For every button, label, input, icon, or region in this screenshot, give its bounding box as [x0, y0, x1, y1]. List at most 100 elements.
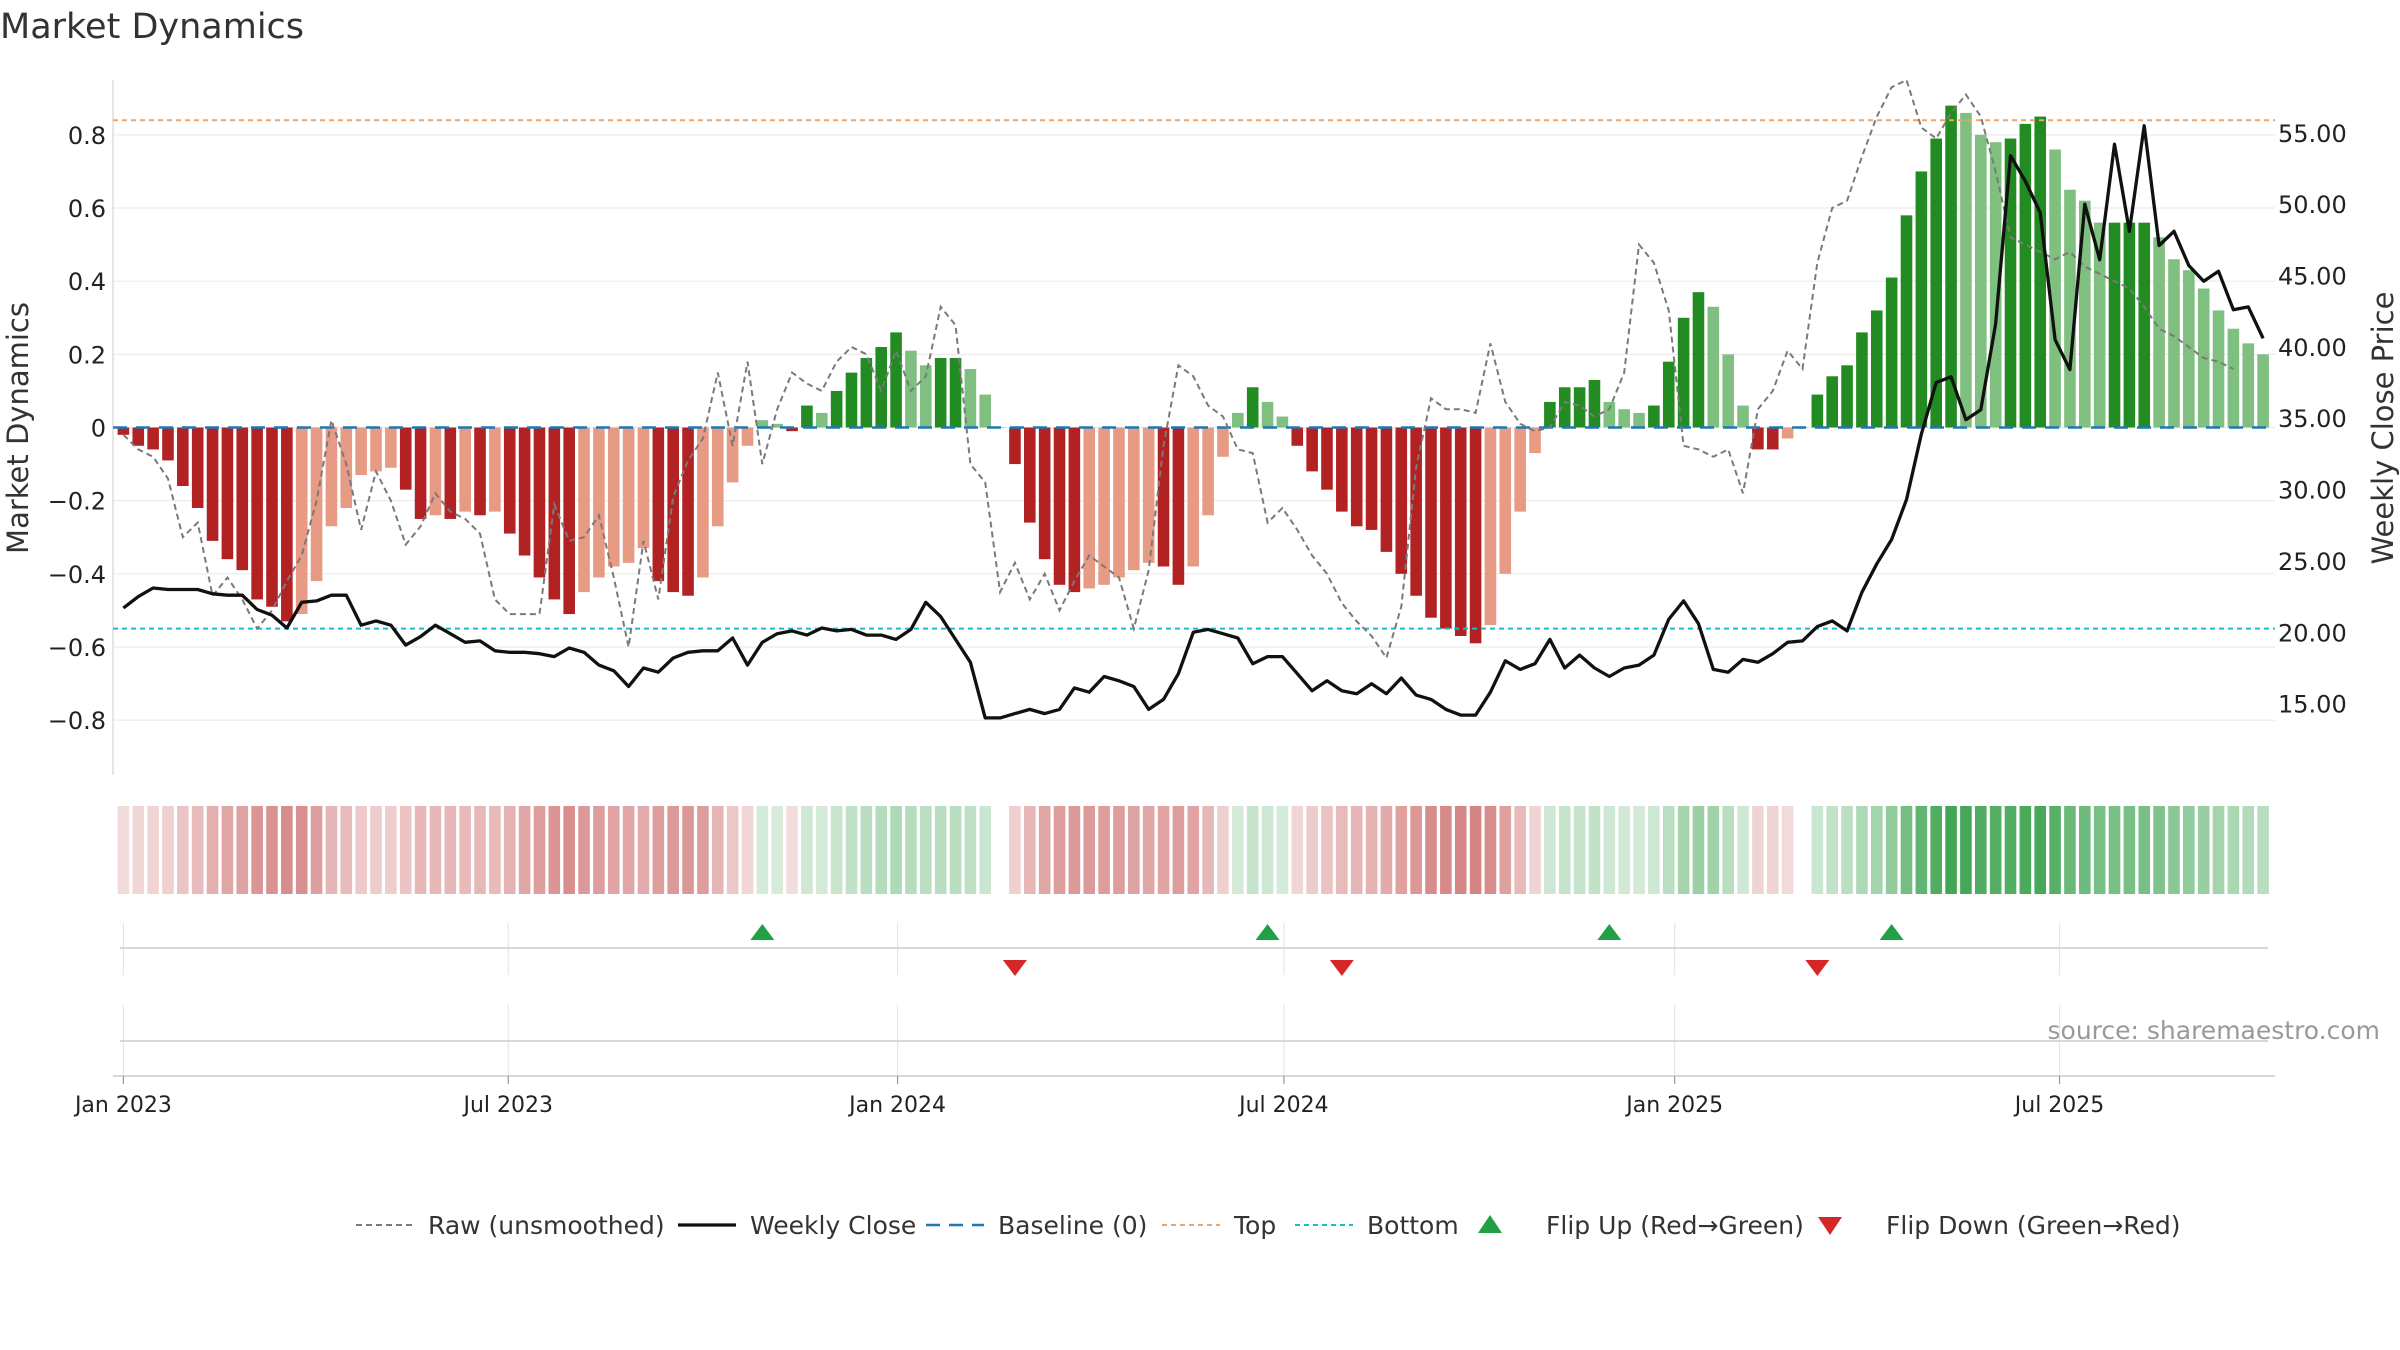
regime-cell [741, 806, 754, 894]
legend-label: Flip Down (Green→Red) [1886, 1211, 2181, 1240]
dynamics-bar [1974, 134, 1987, 428]
dynamics-bar [622, 427, 635, 563]
dynamics-bar [2227, 328, 2240, 428]
regime-cell [1648, 806, 1660, 894]
left-tick-label: 0.2 [68, 341, 106, 369]
regime-cell [2212, 806, 2225, 894]
legend-label: Baseline (0) [998, 1211, 1147, 1240]
regime-cell [771, 806, 783, 894]
regime-cell [682, 806, 694, 894]
dynamics-bar [1172, 427, 1185, 585]
dynamics-bar [1291, 427, 1304, 446]
dynamics-bar [697, 427, 709, 578]
regime-cell [281, 806, 293, 894]
dynamics-bar [905, 350, 917, 428]
regime-cell [1900, 806, 1913, 894]
regime-cell [1454, 806, 1467, 894]
dynamics-bar [786, 427, 798, 432]
right-tick-label: 35.00 [2278, 405, 2347, 433]
regime-cell [162, 806, 174, 894]
regime-cell [1544, 806, 1556, 894]
dynamics-bar [1410, 427, 1422, 596]
dynamics-bar [1380, 427, 1393, 552]
dynamics-bar [1440, 427, 1452, 629]
regime-cell [1053, 806, 1066, 894]
dynamics-bar [1098, 427, 1110, 585]
regime-cell [667, 806, 679, 894]
dynamics-bar [221, 427, 234, 560]
flip-down-marker [1805, 960, 1830, 976]
regime-cell [1306, 806, 1318, 894]
regime-cell [1945, 806, 1957, 894]
regime-cell [1737, 806, 1749, 894]
regime-cell [2138, 806, 2151, 894]
left-tick-label: −0.6 [48, 634, 106, 662]
regime-cell [593, 806, 605, 894]
dynamics-bar [652, 427, 665, 582]
lower-panel [120, 1005, 2268, 1075]
dynamics-bar [1915, 171, 1928, 428]
regime-cell [1172, 806, 1185, 894]
dynamics-bar [1633, 412, 1645, 428]
regime-cell [489, 806, 501, 894]
regime-cell [2123, 806, 2136, 894]
dynamics-bar [459, 427, 471, 512]
dynamics-bar [2019, 123, 2032, 428]
dynamics-bar [1648, 405, 1660, 428]
regime-cell [1885, 806, 1898, 894]
regime-cell [905, 806, 917, 894]
regime-cell [1915, 806, 1928, 894]
regime-cell [979, 806, 992, 894]
x-tick-label: Jul 2024 [1237, 1093, 1329, 1118]
regime-cell [801, 806, 813, 894]
regime-cell [236, 806, 249, 894]
dynamics-bar [1841, 365, 1853, 428]
dynamics-bar [563, 427, 575, 615]
dynamics-bar [1677, 317, 1690, 428]
left-tick-label: 0.8 [68, 122, 106, 150]
regime-cell [1662, 806, 1675, 894]
regime-cell [919, 806, 932, 894]
regime-cell [1098, 806, 1110, 894]
right-tick-label: 50.00 [2278, 191, 2347, 219]
regime-cell [1291, 806, 1304, 894]
dynamics-bar [1484, 427, 1497, 626]
x-tick-label: Jan 2025 [1624, 1093, 1723, 1118]
dynamics-bar [1068, 427, 1081, 593]
dynamics-bar [1128, 427, 1140, 571]
dynamics-bar [711, 427, 724, 527]
dynamics-bar [236, 427, 249, 571]
dynamics-bar [2093, 222, 2106, 428]
dynamics-bar [1870, 310, 1883, 428]
regime-cell [1276, 806, 1289, 894]
right-tick-label: 30.00 [2278, 477, 2347, 505]
dynamics-bar [1856, 332, 1868, 428]
legend: Raw (unsmoothed) Weekly Close Baseline (0)… [356, 1211, 2181, 1240]
regime-cell [1246, 806, 1259, 894]
regime-cell [444, 806, 457, 894]
regime-cell [1157, 806, 1170, 894]
regime-cell [1142, 806, 1155, 894]
regime-cell [2049, 806, 2061, 894]
dynamics-bar [1945, 105, 1957, 428]
dynamics-bar [295, 427, 308, 615]
regime-cell [2093, 806, 2106, 894]
regime-cell [117, 806, 130, 894]
dynamics-bar [548, 427, 561, 600]
regime-cell [1618, 806, 1630, 894]
dynamics-bar [1365, 427, 1378, 530]
regime-cell [1336, 806, 1348, 894]
right-tick-label: 15.00 [2278, 691, 2347, 719]
legend-label: Flip Up (Red→Green) [1546, 1211, 1804, 1240]
dynamics-bar [2064, 189, 2076, 428]
dynamics-bar [518, 427, 531, 556]
regime-cell [1707, 806, 1720, 894]
regime-cell [1514, 806, 1526, 894]
legend-label: Raw (unsmoothed) [428, 1211, 665, 1240]
regime-cell [414, 806, 427, 894]
regime-cell [2019, 806, 2032, 894]
dynamics-bar [1588, 379, 1601, 428]
dynamics-bar [2034, 116, 2047, 428]
regime-cell [1722, 806, 1734, 894]
dynamics-bar [1142, 427, 1155, 563]
